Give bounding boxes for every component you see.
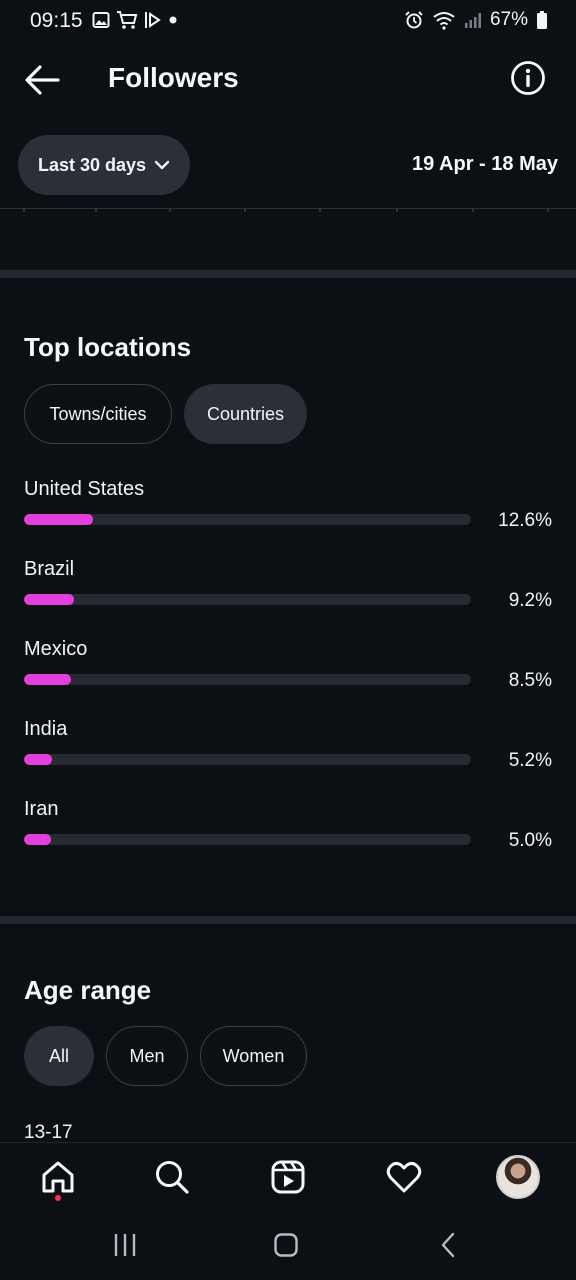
tab-men[interactable]: Men: [106, 1026, 188, 1086]
nav-home[interactable]: [36, 1155, 80, 1201]
header: Followers: [0, 50, 576, 110]
alarm-icon: [405, 11, 423, 29]
recents-button[interactable]: [105, 1228, 145, 1262]
location-bar-fill: [24, 754, 52, 765]
chart-baseline-ticks: [23, 208, 549, 212]
age-range-title: Age range: [24, 975, 152, 1005]
notification-dot: [55, 1195, 61, 1201]
info-icon: [511, 61, 545, 95]
bottom-navigation: [0, 1142, 576, 1210]
location-name: Iran: [24, 798, 59, 820]
location-bar-track: [24, 514, 471, 525]
heart-icon: [386, 1161, 422, 1193]
location-row: India 5.2%: [24, 718, 554, 798]
location-bar-track: [24, 594, 471, 605]
location-percent: 5.2%: [508, 750, 552, 771]
cart-icon: [117, 11, 138, 29]
profile-avatar: [496, 1155, 540, 1199]
location-bar-fill: [24, 594, 74, 605]
location-row: Brazil 9.2%: [24, 558, 554, 638]
signal-icon: [464, 13, 481, 28]
date-range-dropdown[interactable]: Last 30 days: [18, 135, 190, 195]
nav-search[interactable]: [150, 1155, 194, 1199]
info-button[interactable]: [510, 60, 546, 96]
location-name: United States: [24, 478, 145, 500]
status-time: 09:15: [30, 9, 83, 32]
location-percent: 9.2%: [508, 590, 552, 611]
home-square-icon: [274, 1233, 298, 1257]
date-range-text: 19 Apr - 18 May: [412, 153, 558, 175]
age-bucket-label: 13-17: [24, 1122, 73, 1143]
page-title: Followers: [108, 62, 239, 93]
location-bar-track: [24, 834, 471, 845]
back-system-button[interactable]: [428, 1228, 468, 1262]
location-row: Iran 5.0%: [24, 798, 554, 878]
location-bar-track: [24, 674, 471, 685]
media-icon: [145, 12, 161, 28]
date-range-dropdown-label: Last 30 days: [37, 154, 147, 175]
chart-baseline: [0, 208, 576, 209]
system-navigation-bar: [0, 1210, 576, 1280]
status-bar: 09:15 67%: [0, 0, 576, 44]
nav-profile[interactable]: [496, 1155, 540, 1199]
nav-reels[interactable]: [266, 1155, 310, 1199]
home-button[interactable]: [266, 1228, 306, 1262]
tab-all[interactable]: All: [24, 1026, 94, 1086]
location-percent: 8.5%: [508, 670, 552, 691]
dot-icon: [169, 16, 177, 24]
tab-countries[interactable]: Countries: [184, 384, 307, 444]
recents-icon: [114, 1234, 136, 1256]
location-bar-fill: [24, 674, 71, 685]
location-row: United States 12.6%: [24, 478, 554, 558]
battery-icon: [537, 11, 547, 29]
status-system-icons: 67%: [404, 9, 548, 31]
top-locations-title: Top locations: [24, 332, 192, 362]
tab-women[interactable]: Women: [200, 1026, 307, 1086]
section-divider: [0, 270, 576, 278]
location-percent: 12.6%: [498, 510, 552, 531]
location-bar-fill: [24, 514, 93, 525]
location-name: India: [24, 718, 68, 740]
home-icon: [42, 1161, 74, 1193]
reels-icon: [271, 1160, 305, 1194]
location-row: Mexico 8.5%: [24, 638, 554, 718]
chevron-down-icon: [154, 160, 170, 170]
section-divider: [0, 916, 576, 924]
arrow-left-icon: [25, 65, 60, 95]
search-icon: [156, 1161, 189, 1194]
location-percent: 5.0%: [508, 830, 552, 851]
gallery-icon: [92, 12, 110, 28]
location-name: Brazil: [24, 558, 75, 580]
wifi-icon: [433, 12, 455, 30]
nav-activity[interactable]: [382, 1155, 426, 1199]
status-notification-icons: [92, 10, 178, 30]
location-name: Mexico: [24, 638, 88, 660]
location-bar-fill: [24, 834, 51, 845]
battery-percent: 67%: [489, 9, 528, 30]
chevron-left-icon: [441, 1232, 455, 1258]
tab-towns-cities[interactable]: Towns/cities: [24, 384, 172, 444]
back-button[interactable]: [22, 60, 64, 100]
location-bar-track: [24, 754, 471, 765]
